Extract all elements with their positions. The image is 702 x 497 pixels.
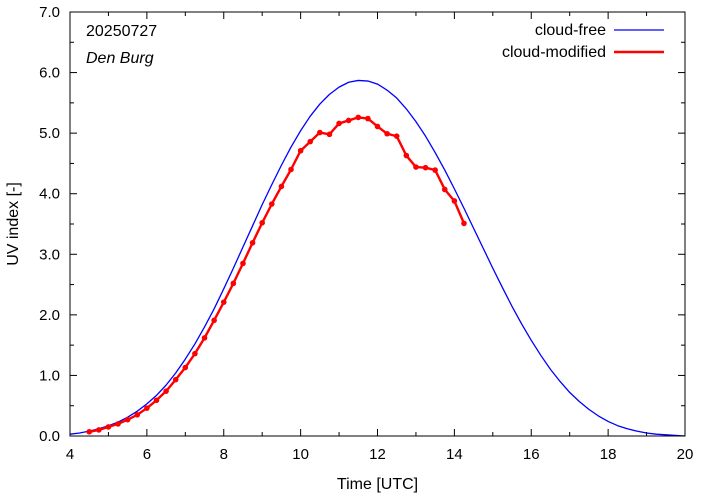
series-line-cloud-modified [88, 116, 466, 433]
data-point-cloud-modified [230, 280, 237, 287]
location-annotation: Den Burg [86, 50, 154, 67]
x-tick-label: 16 [523, 446, 540, 463]
y-tick-label: 1.0 [39, 367, 60, 384]
legend-label-cloud-free: cloud-free [535, 22, 606, 39]
x-axis-title: Time [UTC] [337, 476, 418, 493]
data-point-cloud-modified [144, 405, 150, 411]
data-point-cloud-modified [365, 115, 371, 122]
x-tick-label: 6 [143, 446, 151, 463]
legend: cloud-free cloud-modified [502, 22, 664, 61]
data-point-cloud-modified [336, 120, 342, 127]
data-point-cloud-modified [393, 133, 400, 139]
data-point-cloud-modified [240, 260, 246, 267]
data-point-cloud-modified [115, 421, 121, 427]
data-point-cloud-modified [220, 299, 227, 305]
data-point-cloud-modified [345, 117, 352, 124]
data-point-cloud-modified [307, 138, 314, 145]
data-point-cloud-modified [384, 130, 390, 137]
data-point-cloud-modified [134, 412, 141, 418]
data-point-cloud-modified [422, 164, 429, 171]
x-tick-label: 10 [292, 446, 309, 463]
data-point-cloud-modified [278, 183, 285, 190]
y-tick-label: 7.0 [39, 4, 60, 21]
data-point-cloud-modified [461, 220, 467, 227]
data-point-cloud-modified [192, 350, 198, 357]
data-point-cloud-modified [211, 317, 217, 324]
data-point-cloud-modified [288, 166, 294, 173]
data-point-cloud-modified [441, 186, 448, 193]
series-line-cloud-free [69, 79, 686, 437]
data-point-cloud-modified [326, 131, 333, 138]
data-point-cloud-modified [153, 397, 160, 404]
data-point-cloud-modified [182, 364, 189, 371]
x-tick-label: 8 [220, 446, 228, 463]
data-point-cloud-modified [451, 198, 458, 204]
data-point-cloud-modified [403, 152, 410, 159]
data-point-cloud-modified [163, 388, 169, 394]
y-tick-label: 3.0 [39, 246, 60, 263]
y-tick-label: 6.0 [39, 65, 60, 82]
x-tick-label: 4 [66, 446, 74, 463]
date-annotation: 20250727 [86, 23, 157, 40]
data-point-cloud-modified [413, 164, 419, 170]
data-point-cloud-modified [269, 201, 275, 207]
data-point-cloud-modified [86, 428, 93, 435]
data-point-cloud-modified [297, 147, 304, 154]
data-point-cloud-modified [201, 335, 208, 341]
data-point-cloud-modified [432, 167, 438, 173]
plot-area [69, 79, 686, 437]
data-point-cloud-modified [374, 123, 381, 130]
data-point-cloud-modified [249, 239, 256, 246]
data-point-cloud-modified [259, 219, 265, 226]
y-tick-label: 5.0 [39, 125, 60, 142]
x-tick-label: 20 [677, 446, 694, 463]
data-point-cloud-modified [105, 424, 112, 430]
y-tick-label: 2.0 [39, 307, 60, 324]
plot-frame [69, 11, 686, 437]
y-tick-label: 0.0 [39, 428, 60, 445]
x-tick-label: 14 [446, 446, 463, 463]
data-point-cloud-modified [355, 114, 362, 121]
x-tick-label: 12 [369, 446, 386, 463]
data-point-cloud-modified [172, 376, 179, 383]
data-point-cloud-modified [317, 129, 323, 136]
x-tick-label: 18 [600, 446, 617, 463]
legend-label-cloud-modified: cloud-modified [502, 44, 606, 61]
data-point-cloud-modified [124, 416, 131, 423]
data-point-cloud-modified [96, 427, 102, 433]
axis-tick-labels: 4 6 8 10 12 14 16 18 20 0.0 1.0 2.0 3.0 4.0 5.0 6.0 7.0 [39, 4, 693, 463]
y-tick-label: 4.0 [39, 186, 60, 203]
y-axis-title: UV index [-] [5, 182, 22, 266]
